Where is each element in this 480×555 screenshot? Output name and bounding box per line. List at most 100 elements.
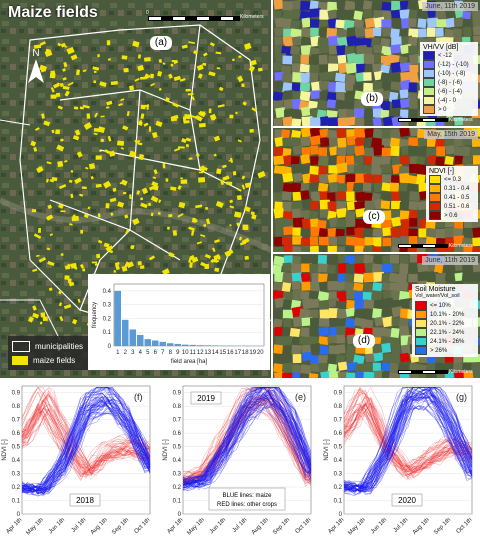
panel-b-legend-swatch [423, 96, 435, 105]
field-parcel [356, 364, 366, 372]
histogram-x-tick: 16 [227, 350, 234, 356]
histogram-x-tick: 4 [139, 350, 143, 356]
field-parcel [354, 128, 365, 137]
field-parcel [364, 272, 374, 282]
field-parcel [345, 210, 355, 220]
histogram-x-tick: 19 [249, 350, 256, 356]
field-parcel [300, 154, 310, 164]
maize-field [123, 192, 126, 194]
field-parcel [273, 182, 282, 191]
panel-b-legend-label: (-8) - (-6) [438, 80, 462, 86]
field-parcel [473, 155, 480, 164]
histogram-x-tick: 10 [182, 350, 189, 356]
field-parcel [292, 364, 301, 373]
field-parcel [318, 274, 328, 283]
field-parcel [310, 236, 318, 245]
ndvi-y-tick: 0.1 [173, 499, 182, 505]
field-parcel [319, 81, 330, 91]
maize-field [245, 256, 249, 260]
field-parcel [391, 328, 400, 338]
field-parcel [309, 166, 319, 175]
panel-b-legend-item: (-8) - (-6) [423, 78, 475, 87]
panel-d-legend-label: <= 10% [430, 303, 451, 309]
maize-field [32, 209, 36, 212]
maize-field [89, 163, 95, 169]
panel-b-legend-label: > 0 [438, 107, 447, 113]
ndvi-panel-label: (e) [295, 392, 306, 402]
field-parcel [371, 290, 382, 301]
field-parcel [273, 192, 283, 202]
ndvi-x-tick: Apr 1th [166, 517, 184, 535]
maize-field [94, 128, 100, 132]
panel-b[interactable]: June, 11th 2019 (b) VH/VV [dB] < -12(-12… [273, 0, 480, 126]
histogram-x-tick: 2 [124, 350, 128, 356]
maize-field [80, 230, 83, 234]
field-parcel [409, 54, 420, 65]
main-map[interactable]: Maize fields (a) N 0 Kilometers municipa… [0, 0, 271, 378]
field-parcel [319, 363, 328, 372]
histogram-x-tick: 9 [176, 350, 180, 356]
field-parcel [310, 201, 318, 210]
panel-b-legend-title: VH/VV [dB] [423, 44, 475, 51]
field-parcel [337, 183, 348, 192]
panel-d-legend-swatch [415, 337, 427, 346]
maize-field [199, 172, 203, 174]
panel-d-legend-swatch [415, 346, 427, 355]
field-parcel [354, 145, 365, 156]
maize-field [117, 140, 124, 145]
field-parcel [291, 263, 302, 274]
maize-field [166, 178, 169, 181]
field-parcel [345, 318, 356, 328]
ndvi-y-tick: 0.8 [12, 404, 21, 410]
field-parcel [327, 255, 338, 264]
ndvi-x-tick: Sep 1th [433, 517, 452, 536]
field-parcel [408, 146, 418, 155]
panel-b-legend-label: (-10) - (-8) [438, 71, 465, 77]
panel-d-legend: Soil Moisture Vol_water/Vol_soil <= 10%1… [412, 284, 478, 357]
maize-field [150, 74, 154, 78]
field-parcel [328, 165, 338, 173]
maize-field [82, 186, 87, 189]
maize-field [249, 129, 253, 133]
field-parcel [408, 263, 417, 272]
panel-d[interactable]: June, 11th 2019 (d) Soil Moisture Vol_wa… [273, 254, 480, 378]
field-parcel [282, 191, 292, 200]
field-parcel [364, 64, 373, 73]
field-parcel [462, 156, 472, 166]
maize-field [100, 116, 104, 118]
field-parcel [400, 191, 409, 201]
field-parcel [292, 202, 303, 210]
histogram-x-tick: 12 [197, 350, 204, 356]
field-parcel [301, 55, 309, 64]
field-parcel [318, 183, 328, 193]
field-parcel [283, 318, 292, 328]
field-parcel [282, 282, 291, 292]
field-parcel [391, 201, 401, 209]
panel-c-scalebar [398, 244, 448, 248]
field-parcel [363, 299, 374, 309]
field-parcel [444, 228, 454, 237]
field-parcel [381, 19, 392, 27]
panel-b-legend-swatch [423, 51, 435, 60]
field-parcel [318, 263, 329, 272]
field-parcel [310, 117, 321, 126]
ndvi-x-tick: Jun 1th [209, 517, 227, 535]
field-parcel [336, 10, 346, 19]
field-parcel [282, 237, 292, 245]
field-parcel [391, 146, 400, 156]
field-parcel [327, 281, 338, 291]
ndvi-x-tick: Aug 1th [90, 517, 109, 536]
field-parcel [462, 264, 473, 273]
histogram-bar [137, 335, 144, 346]
panel-b-scalebar [398, 118, 448, 122]
field-parcel [318, 44, 329, 54]
field-parcel [391, 344, 401, 354]
field-parcel [273, 62, 282, 71]
field-parcel [410, 254, 418, 263]
field-parcel [354, 273, 364, 282]
field-parcel [292, 183, 302, 193]
field-parcel [282, 137, 291, 146]
